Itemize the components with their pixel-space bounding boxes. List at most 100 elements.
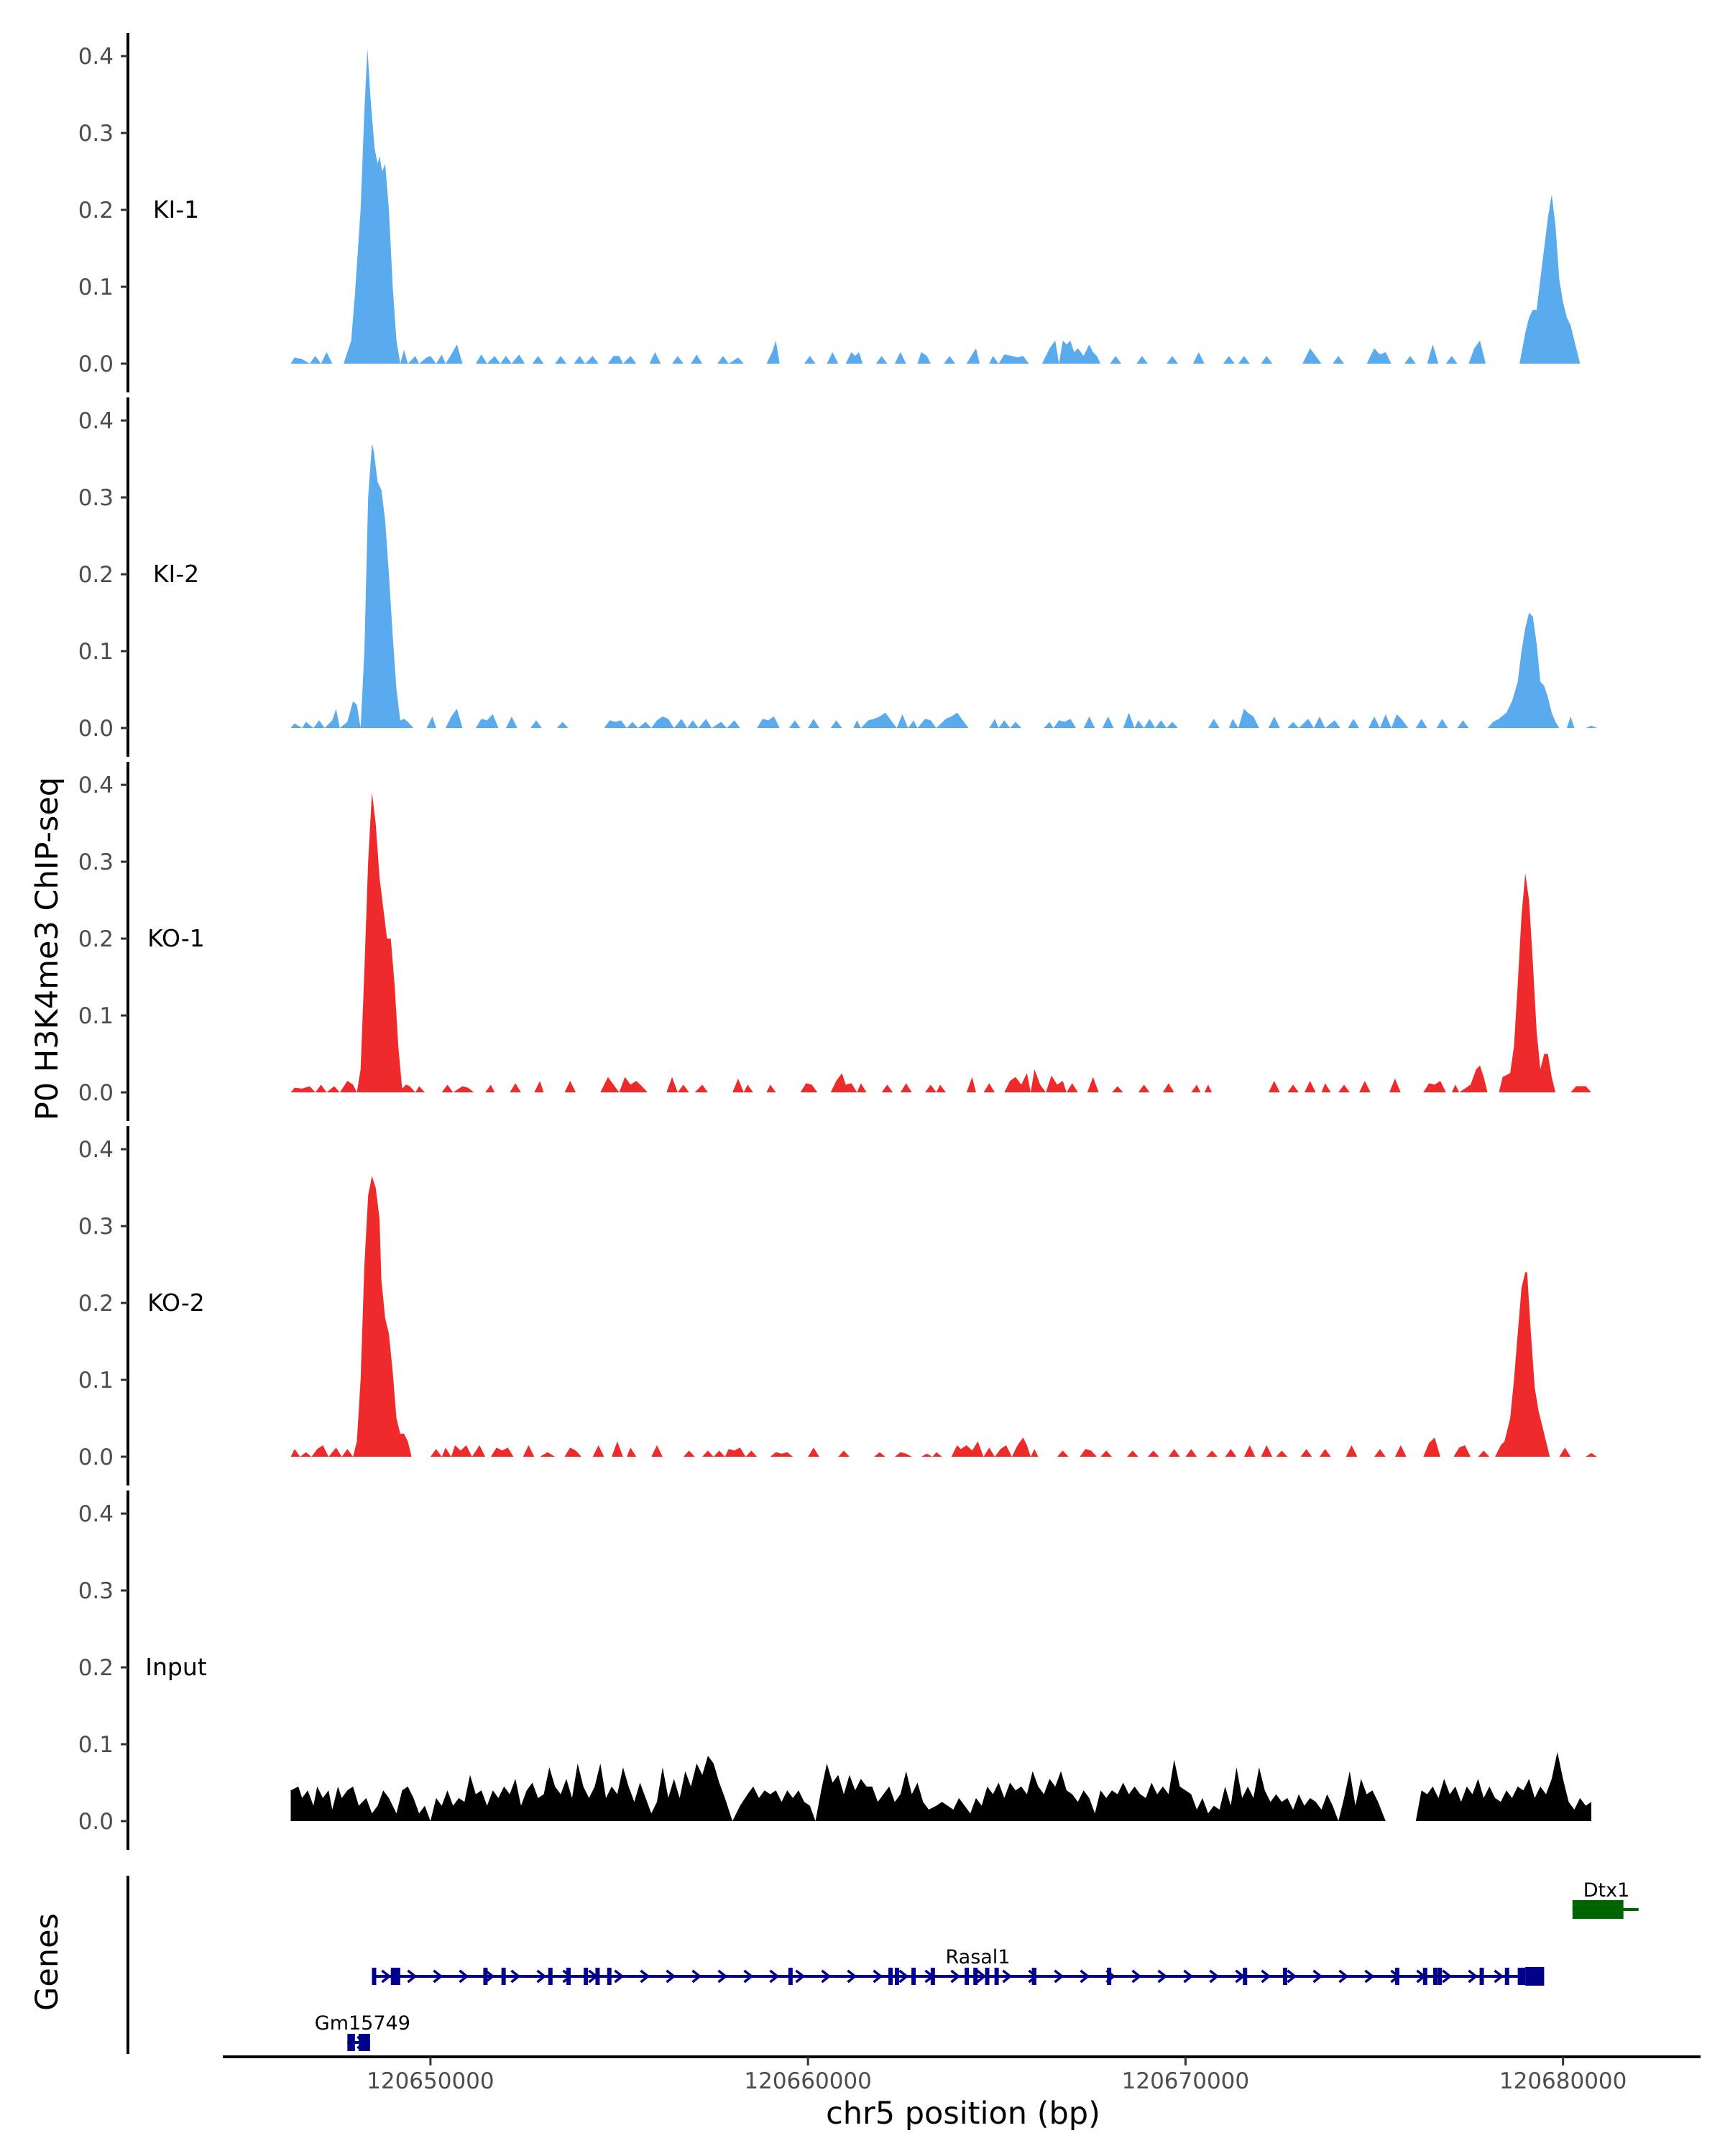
strand-chevron bbox=[433, 1969, 443, 1984]
strand-chevron bbox=[1287, 1969, 1297, 1984]
gene-exon bbox=[911, 1968, 916, 1985]
y-tick-label: 0.2 bbox=[78, 926, 114, 952]
gene-exon bbox=[347, 2034, 355, 2051]
gene-exon bbox=[994, 1968, 999, 1985]
y-tick-label: 0.1 bbox=[78, 639, 114, 665]
strand-chevron bbox=[1442, 1969, 1453, 1984]
y-tick-label: 0.1 bbox=[78, 1003, 114, 1029]
genes-track-title: Genes bbox=[29, 1913, 65, 2011]
y-tick-label: 0.4 bbox=[78, 408, 114, 434]
gene-exon bbox=[1243, 1968, 1248, 1985]
gene-exon bbox=[607, 1968, 612, 1985]
strand-chevron bbox=[1261, 1969, 1271, 1984]
strand-chevron bbox=[1494, 1969, 1504, 1984]
y-tick-label: 0.0 bbox=[78, 716, 114, 742]
track-panels: 0.00.10.20.30.4KI-10.00.10.20.30.4KI-20.… bbox=[78, 33, 1597, 1850]
area-series-ko-1 bbox=[290, 792, 1591, 1092]
strand-chevron bbox=[1338, 1969, 1349, 1984]
gene-exon bbox=[1422, 1968, 1427, 1985]
track-label: KO-1 bbox=[147, 924, 205, 952]
strand-chevron bbox=[407, 1969, 418, 1984]
gene-label: Rasal1 bbox=[945, 1946, 1010, 1968]
gene-exon bbox=[1517, 1968, 1526, 1985]
y-tick-label: 0.1 bbox=[78, 1368, 114, 1393]
strand-chevron bbox=[1468, 1969, 1478, 1984]
strand-chevron bbox=[666, 1969, 676, 1984]
strand-chevron bbox=[1002, 1969, 1013, 1984]
strand-chevron bbox=[1312, 1969, 1323, 1984]
y-tick-label: 0.2 bbox=[78, 562, 114, 588]
y-tick-label: 0.4 bbox=[78, 773, 114, 798]
y-tick-label: 0.3 bbox=[78, 1214, 114, 1240]
gene-exon bbox=[566, 1968, 571, 1985]
track-ki-2: 0.0 0.1 0.2 0.3 0.4 KI-2 bbox=[78, 397, 1597, 757]
y-tick-label: 0.1 bbox=[78, 275, 114, 300]
area-series-ki-1 bbox=[290, 48, 1581, 364]
strand-chevron bbox=[795, 1969, 806, 1984]
y-tick-label: 0.3 bbox=[78, 1578, 114, 1604]
gene-exon bbox=[894, 1968, 899, 1985]
gene-exon bbox=[1282, 1968, 1287, 1985]
x-tick-label: 120660000 bbox=[744, 2068, 872, 2094]
gene-rasal1: Rasal1 bbox=[372, 1946, 1545, 1986]
gene-exon bbox=[1572, 1900, 1624, 1919]
strand-chevron bbox=[743, 1969, 754, 1984]
y-tick-label: 0.4 bbox=[78, 1501, 114, 1527]
gene-exon bbox=[1525, 1967, 1545, 1986]
y-axis-title: P0 H3K4me3 ChIP-seq bbox=[29, 777, 65, 1120]
y-tick-label: 0.3 bbox=[78, 849, 114, 875]
y-tick-label: 0.4 bbox=[78, 1137, 114, 1163]
area-series-ki-2 bbox=[290, 443, 1597, 728]
gene-exon bbox=[1432, 1968, 1438, 1985]
x-axis-title: chr5 position (bp) bbox=[826, 2096, 1100, 2132]
gene-exon bbox=[1107, 1968, 1112, 1985]
strand-chevron bbox=[847, 1969, 857, 1984]
gene-label: Gm15749 bbox=[315, 2012, 410, 2035]
y-tick-label: 0.2 bbox=[78, 198, 114, 224]
track-ko-1: 0.0 0.1 0.2 0.3 0.4 KO-1 bbox=[78, 762, 1591, 1121]
gene-exon bbox=[372, 1968, 377, 1985]
gene-exon bbox=[788, 1968, 793, 1985]
x-axis: 120650000 120660000 120670000 120680000 bbox=[223, 2055, 1701, 2094]
gene-gm15749: Gm15749 bbox=[315, 2012, 410, 2051]
area-series-ko-2 bbox=[290, 1176, 1597, 1457]
y-tick-label: 0.0 bbox=[78, 1080, 114, 1106]
strand-chevron bbox=[691, 1969, 702, 1984]
track-label: Input bbox=[145, 1653, 207, 1681]
strand-chevron bbox=[976, 1969, 987, 1984]
gene-exon bbox=[501, 1968, 506, 1985]
track-input: 0.0 0.1 0.2 0.3 0.4 Input bbox=[78, 1491, 1591, 1850]
gene-label: Dtx1 bbox=[1583, 1879, 1630, 1902]
strand-chevron bbox=[614, 1969, 625, 1984]
y-tick-label: 0.3 bbox=[78, 121, 114, 147]
track-label: KI-2 bbox=[153, 560, 199, 588]
strand-chevron bbox=[717, 1969, 728, 1984]
y-tick-label: 0.2 bbox=[78, 1655, 114, 1681]
strand-chevron bbox=[1183, 1969, 1194, 1984]
gene-exon bbox=[390, 1968, 400, 1985]
gene-exon bbox=[973, 1968, 978, 1985]
strand-chevron bbox=[510, 1969, 521, 1984]
strand-chevron bbox=[821, 1969, 832, 1984]
strand-chevron bbox=[381, 1969, 392, 1984]
strand-chevron bbox=[898, 1969, 909, 1984]
gene-exon bbox=[595, 1968, 600, 1985]
strand-chevron bbox=[1364, 1969, 1375, 1984]
y-tick-label: 0.0 bbox=[78, 1809, 114, 1835]
strand-chevron bbox=[536, 1969, 547, 1984]
gene-exon bbox=[483, 1968, 488, 1985]
gene-exon bbox=[930, 1968, 935, 1985]
track-ki-1: 0.0 0.1 0.2 0.3 0.4 KI-1 bbox=[78, 33, 1581, 392]
gene-exon bbox=[1479, 1968, 1484, 1985]
y-tick-label: 0.4 bbox=[78, 44, 114, 70]
track-label: KO-2 bbox=[147, 1289, 205, 1317]
strand-chevron bbox=[1054, 1969, 1064, 1984]
y-tick-label: 0.3 bbox=[78, 485, 114, 511]
gene-exon bbox=[965, 1968, 970, 1985]
strand-chevron bbox=[640, 1969, 650, 1984]
strand-chevron bbox=[459, 1969, 469, 1984]
strand-chevron bbox=[1131, 1969, 1142, 1984]
gene-exon bbox=[1504, 1968, 1509, 1985]
gene-exon bbox=[1438, 1968, 1443, 1985]
strand-chevron bbox=[1209, 1969, 1220, 1984]
